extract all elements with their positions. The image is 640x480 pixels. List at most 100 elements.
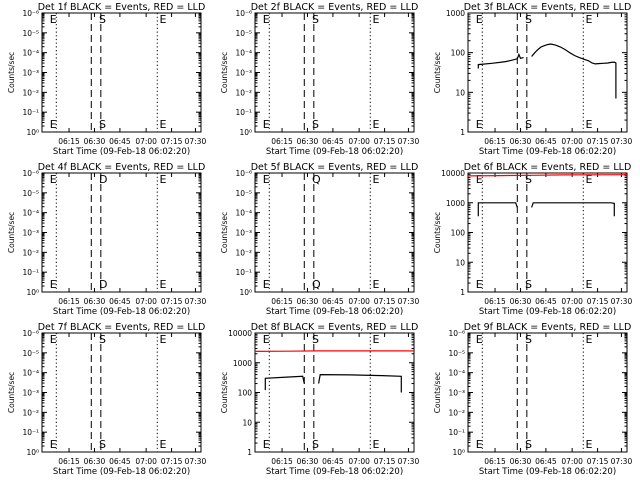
chart-title: Det 3f BLACK = Events, RED = LLD — [464, 2, 632, 13]
y-tick-label: 10000 — [228, 329, 252, 338]
x-tick-label: 06:15 — [484, 457, 506, 466]
x-axis-label: Start Time (09-Feb-18 06:02:20) — [53, 467, 190, 477]
y-tick-label: 10⁰ — [452, 448, 465, 457]
x-axis-label: Start Time (09-Feb-18 06:02:20) — [479, 147, 616, 157]
marker-label-bottom: S — [312, 438, 319, 451]
y-tick-label: 10⁻⁴ — [448, 369, 465, 378]
x-tick-label: 07:00 — [348, 457, 370, 466]
y-tick-label: 10⁻⁴ — [235, 49, 252, 58]
marker-label-top: E — [585, 333, 592, 346]
marker-label-bottom: Q — [312, 278, 321, 291]
x-tick-label: 07:15 — [161, 457, 183, 466]
x-tick-label: 07:00 — [135, 137, 157, 146]
y-tick-label: 10⁻³ — [448, 389, 465, 398]
y-tick-label: 10⁻² — [22, 88, 39, 97]
chart-panel-9: Det 9f BLACK = Events, RED = LLD 06:15 06:… — [433, 322, 632, 477]
marker-label-bottom: S — [99, 438, 106, 451]
marker-label-bottom: S — [525, 438, 532, 451]
x-tick-label: 07:30 — [185, 457, 207, 466]
y-axis-label: Counts/sec — [7, 372, 16, 413]
marker-label-top: S — [525, 13, 532, 26]
marker-label-top: E — [585, 173, 592, 186]
marker-label-bottom: E — [263, 438, 270, 451]
marker-label-bottom: S — [525, 278, 532, 291]
x-tick-label: 07:15 — [374, 457, 396, 466]
x-tick-label: 06:15 — [58, 457, 80, 466]
x-tick-label: 06:30 — [84, 137, 106, 146]
y-tick-label: 100 — [451, 229, 466, 238]
x-axis-label: Start Time (09-Feb-18 06:02:20) — [479, 467, 616, 477]
chart-panel-5: Det 5f BLACK = Events, RED = LLD 06:15 06:… — [220, 162, 419, 317]
y-tick-label: 100 — [451, 49, 466, 58]
y-tick-label: 10 — [455, 258, 465, 267]
y-axis-label: Counts/sec — [7, 212, 16, 253]
marker-label-bottom: S — [99, 118, 106, 131]
x-tick-label: 07:30 — [398, 457, 420, 466]
y-tick-label: 10⁻⁶ — [22, 9, 39, 18]
y-axis-label: Counts/sec — [433, 52, 442, 93]
y-axis-label: Counts/sec — [7, 52, 16, 93]
y-tick-label: 10⁻⁵ — [235, 29, 252, 38]
x-tick-label: 06:45 — [109, 297, 131, 306]
marker-label-top: E — [50, 173, 57, 186]
y-tick-label: 10⁻⁵ — [22, 349, 39, 358]
x-tick-label: 07:30 — [185, 137, 207, 146]
x-tick-label: 07:15 — [587, 137, 609, 146]
y-tick-label: 10⁻⁶ — [235, 169, 252, 178]
y-tick-label: 10⁻⁶ — [448, 329, 465, 338]
x-axis-label: Start Time (09-Feb-18 06:02:20) — [479, 307, 616, 317]
x-tick-label: 06:30 — [84, 457, 106, 466]
y-tick-label: 10⁻¹ — [448, 428, 465, 437]
marker-label-top: E — [50, 333, 57, 346]
chart-title: Det 7f BLACK = Events, RED = LLD — [38, 322, 206, 333]
marker-label-top: E — [263, 173, 270, 186]
y-tick-label: 10⁻⁴ — [22, 209, 39, 218]
y-tick-label: 10⁻⁴ — [22, 49, 39, 58]
y-tick-label: 10⁻¹ — [235, 268, 252, 277]
y-tick-label: 10⁰ — [239, 128, 252, 137]
x-tick-label: 07:00 — [348, 137, 370, 146]
marker-label-top: D — [99, 173, 107, 186]
marker-label-top: S — [312, 13, 319, 26]
y-tick-label: 1 — [460, 288, 465, 297]
x-tick-label: 06:45 — [109, 457, 131, 466]
marker-label-bottom: E — [372, 278, 379, 291]
y-tick-label: 10⁻⁴ — [235, 209, 252, 218]
y-tick-label: 10⁻² — [235, 88, 252, 97]
chart-panel-7: Det 7f BLACK = Events, RED = LLD 06:15 06:… — [7, 322, 206, 477]
x-tick-label: 07:15 — [161, 137, 183, 146]
marker-label-top: S — [525, 173, 532, 186]
x-tick-label: 06:15 — [271, 137, 293, 146]
marker-label-top: E — [159, 13, 166, 26]
x-tick-label: 07:00 — [135, 297, 157, 306]
marker-label-top: E — [476, 13, 483, 26]
y-tick-label: 10⁻³ — [235, 69, 252, 78]
y-tick-label: 100 — [238, 389, 253, 398]
marker-label-top: Q — [312, 173, 321, 186]
x-tick-label: 07:15 — [374, 297, 396, 306]
marker-label-top: E — [159, 333, 166, 346]
y-tick-label: 10⁰ — [239, 288, 252, 297]
x-tick-label: 07:15 — [161, 297, 183, 306]
x-tick-label: 06:15 — [58, 297, 80, 306]
y-axis-label: Counts/sec — [220, 212, 229, 253]
x-axis-label: Start Time (09-Feb-18 06:02:20) — [266, 147, 403, 157]
marker-label-bottom: E — [585, 438, 592, 451]
y-tick-label: 10⁻⁵ — [235, 189, 252, 198]
y-tick-label: 10⁻⁶ — [22, 169, 39, 178]
x-tick-label: 07:30 — [398, 137, 420, 146]
y-tick-label: 10⁻⁴ — [22, 369, 39, 378]
y-tick-label: 10⁻³ — [22, 69, 39, 78]
x-tick-label: 06:15 — [484, 137, 506, 146]
marker-label-bottom: S — [525, 118, 532, 131]
x-tick-label: 06:15 — [58, 137, 80, 146]
y-tick-label: 10 — [455, 88, 465, 97]
x-tick-label: 06:30 — [297, 457, 319, 466]
marker-label-bottom: E — [50, 118, 57, 131]
plot-frame — [41, 332, 202, 453]
marker-label-top: E — [372, 333, 379, 346]
x-tick-label: 06:30 — [297, 297, 319, 306]
x-tick-label: 07:15 — [374, 137, 396, 146]
marker-label-top: E — [263, 333, 270, 346]
marker-label-bottom: E — [50, 438, 57, 451]
